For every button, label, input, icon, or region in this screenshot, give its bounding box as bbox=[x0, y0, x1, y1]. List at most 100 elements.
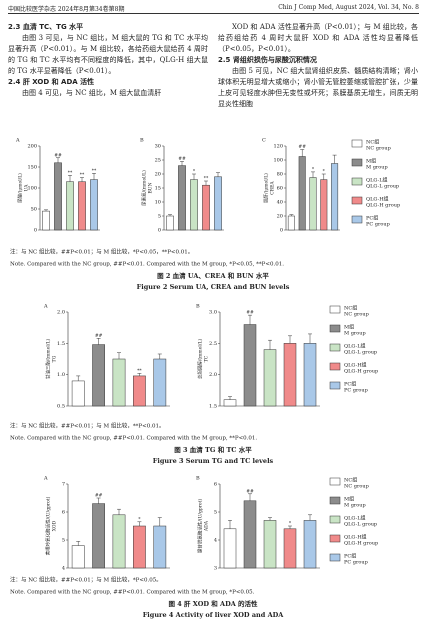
legend-label: QLG-L group bbox=[344, 522, 377, 528]
error-bar bbox=[268, 339, 272, 350]
legend-swatch bbox=[351, 139, 363, 148]
error-bar bbox=[117, 508, 121, 515]
bar bbox=[214, 176, 222, 231]
header-right: Chin J Comp Med, August 2024, Vol. 34, N… bbox=[278, 4, 419, 11]
error-bar bbox=[311, 171, 315, 178]
y-tick-label: 40 bbox=[277, 200, 283, 206]
panel-label: B bbox=[196, 476, 200, 482]
legend-swatch bbox=[329, 343, 341, 352]
y-tick-label: 4 bbox=[214, 538, 217, 544]
y-label: 尿素氮/(mmol/L) bbox=[141, 170, 148, 206]
bar bbox=[112, 358, 126, 407]
y-label: UA bbox=[24, 184, 30, 192]
y-tick-label: 10 bbox=[155, 200, 161, 206]
panel-label: B bbox=[140, 138, 144, 144]
bar bbox=[71, 545, 85, 569]
bar bbox=[283, 528, 297, 569]
significance: ** bbox=[92, 168, 97, 174]
y-tick-label: 20 bbox=[155, 172, 161, 178]
error-bar bbox=[137, 521, 142, 526]
bar bbox=[71, 380, 85, 407]
paragraph: XOD 和 ADA 活性显著升高（P<0.01）；与 M 组比较，各给药组给药 … bbox=[218, 23, 418, 53]
y-tick-label: 2.0 bbox=[57, 310, 65, 316]
bar bbox=[112, 514, 126, 569]
bar bbox=[331, 163, 339, 231]
panel-label: A bbox=[15, 138, 20, 144]
legend-label: M组 bbox=[344, 496, 354, 503]
y-tick-label: 25 bbox=[155, 158, 161, 164]
bar bbox=[287, 215, 295, 231]
y-tick-label: 5 bbox=[62, 538, 65, 544]
legend-swatch bbox=[351, 177, 363, 186]
note: Note. Compared with the NC group, ##P<0.… bbox=[10, 436, 257, 442]
y-tick-label: 6 bbox=[62, 510, 65, 516]
bar bbox=[202, 184, 210, 231]
legend-swatch bbox=[351, 215, 363, 224]
significance: * bbox=[138, 516, 141, 522]
error-bar bbox=[168, 214, 172, 216]
error-bar bbox=[96, 338, 101, 345]
error-bar bbox=[332, 154, 337, 164]
legend-label: M group bbox=[344, 503, 366, 509]
heading: 2.3 血清 TC、TG 水平 bbox=[8, 23, 84, 31]
paragraph: 由图 4 可见，与 NC 组比，M 组大鼠血清肝 bbox=[22, 89, 162, 97]
note: 注：与 NC 组比较，##P<0.01；与 M 组比较，*P<0.05，**P<… bbox=[10, 248, 193, 256]
bar bbox=[42, 210, 50, 231]
bar bbox=[133, 375, 146, 407]
significance: ** bbox=[68, 170, 73, 176]
legend-label: QLG-H组 bbox=[344, 362, 367, 369]
y-label: 黄嘌呤氧化酶活性/(U/gprot) bbox=[45, 496, 52, 555]
y-label: ADA bbox=[204, 520, 210, 532]
y-label: 甘油三酯/(mmol/L) bbox=[45, 339, 52, 379]
bar bbox=[133, 525, 146, 569]
error-bar bbox=[288, 525, 292, 529]
legend-label: QLG-H组 bbox=[344, 534, 367, 541]
legend-label: M group bbox=[366, 165, 388, 171]
legend-label: NC组 bbox=[344, 477, 357, 484]
error-bar bbox=[308, 333, 312, 344]
y-tick-label: 0 bbox=[158, 228, 161, 234]
error-bar bbox=[68, 175, 72, 182]
error-bar bbox=[117, 352, 121, 359]
note: 注：与 NC 组比较，##P<0.01；与 M 组比较，*P<0.05。 bbox=[10, 576, 162, 584]
paragraph: 由图 3 可见，与 NC 组比，M 组大鼠的 TG 和 TC 水平均显著升高（P… bbox=[8, 34, 208, 75]
y-tick-label: 100 bbox=[27, 186, 37, 192]
y-label: CREA bbox=[270, 181, 276, 195]
header-left: 中国比较医学杂志 2024年8月第34卷第8期 bbox=[8, 6, 125, 13]
bar bbox=[223, 399, 237, 407]
error-bar bbox=[44, 209, 48, 212]
left-column: 2.3 血清 TC、TG 水平由图 3 可见，与 NC 组比，M 组大鼠的 TG… bbox=[8, 22, 208, 99]
legend-swatch bbox=[329, 477, 341, 486]
legend-swatch bbox=[329, 496, 341, 505]
legend-label: M组 bbox=[366, 158, 376, 165]
caption: 图 3 血清 TG 和 TC 水平 bbox=[174, 445, 252, 454]
y-label: TC bbox=[204, 355, 210, 362]
y-label: XOD bbox=[52, 520, 58, 531]
bar bbox=[283, 343, 297, 407]
caption: 图 2 血清 UA、CREA 和 BUN 水平 bbox=[157, 271, 269, 280]
bar bbox=[166, 215, 174, 231]
legend-swatch bbox=[351, 196, 363, 205]
bar bbox=[190, 179, 198, 231]
y-tick-label: 0 bbox=[34, 228, 37, 234]
y-tick-label: 100 bbox=[273, 158, 283, 164]
y-tick-label: 6 bbox=[214, 482, 217, 488]
error-bar bbox=[216, 172, 220, 177]
bar bbox=[263, 520, 277, 569]
error-bar bbox=[56, 157, 60, 163]
significance: ** bbox=[204, 176, 209, 182]
y-tick-label: 50 bbox=[31, 207, 37, 213]
y-tick-label: 1.0 bbox=[57, 372, 65, 378]
error-bar bbox=[137, 373, 142, 376]
bar bbox=[303, 343, 317, 407]
significance: ## bbox=[178, 156, 186, 162]
y-tick-label: 7 bbox=[62, 482, 65, 488]
legend-label: QLG-L group bbox=[366, 184, 399, 190]
y-tick-label: 1.5 bbox=[209, 404, 217, 410]
legend-label: PC组 bbox=[344, 553, 356, 560]
bar bbox=[303, 520, 317, 569]
y-tick-label: 150 bbox=[27, 165, 37, 171]
y-tick-label: 0.5 bbox=[57, 404, 65, 410]
